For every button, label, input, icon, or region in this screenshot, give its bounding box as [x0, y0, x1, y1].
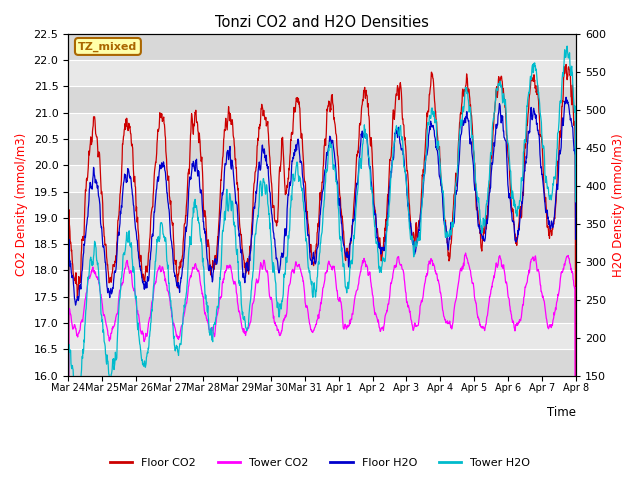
- Bar: [68, 192, 575, 218]
- Floor CO2: [234, 187, 242, 193]
- Tower H2O: [467, 108, 474, 114]
- Floor H2O: [401, 158, 408, 164]
- X-axis label: Time: Time: [547, 406, 575, 419]
- Tower CO2: [512, 322, 520, 328]
- Tower CO2: [165, 291, 173, 297]
- Bar: [68, 270, 575, 297]
- Tower H2O: [401, 164, 408, 169]
- Title: Tonzi CO2 and H2O Densities: Tonzi CO2 and H2O Densities: [215, 15, 429, 30]
- Floor CO2: [401, 132, 408, 138]
- Legend: Floor CO2, Tower CO2, Floor H2O, Tower H2O: Floor CO2, Tower CO2, Floor H2O, Tower H…: [105, 453, 535, 472]
- Floor H2O: [562, 95, 570, 100]
- Line: Floor CO2: Floor CO2: [68, 64, 575, 480]
- Text: TZ_mixed: TZ_mixed: [78, 41, 138, 51]
- Tower H2O: [64, 405, 72, 411]
- Bar: [68, 218, 575, 244]
- Y-axis label: CO2 Density (mmol/m3): CO2 Density (mmol/m3): [15, 133, 28, 276]
- Floor H2O: [165, 205, 173, 211]
- Bar: [68, 297, 575, 323]
- Floor H2O: [467, 136, 474, 142]
- Line: Tower CO2: Tower CO2: [68, 253, 575, 480]
- Bar: [68, 323, 575, 349]
- Floor CO2: [562, 61, 570, 67]
- Tower H2O: [572, 199, 579, 204]
- Bar: [68, 60, 575, 86]
- Floor CO2: [572, 416, 579, 421]
- Floor CO2: [511, 231, 519, 237]
- Tower H2O: [165, 280, 173, 286]
- Floor CO2: [165, 173, 173, 179]
- Line: Tower H2O: Tower H2O: [68, 46, 575, 408]
- Bar: [68, 165, 575, 192]
- Floor H2O: [64, 356, 72, 361]
- Tower H2O: [511, 202, 519, 207]
- Tower H2O: [563, 43, 571, 49]
- Tower CO2: [461, 250, 469, 256]
- Tower CO2: [467, 272, 475, 277]
- Y-axis label: H2O Density (mmol/m3): H2O Density (mmol/m3): [612, 133, 625, 276]
- Line: Floor H2O: Floor H2O: [68, 97, 575, 359]
- Bar: [68, 86, 575, 113]
- Bar: [68, 349, 575, 375]
- Bar: [68, 113, 575, 139]
- Tower CO2: [401, 276, 408, 282]
- Bar: [68, 34, 575, 60]
- Floor H2O: [234, 213, 242, 219]
- Floor H2O: [511, 238, 519, 243]
- Floor H2O: [177, 275, 185, 281]
- Floor H2O: [572, 236, 579, 242]
- Tower CO2: [177, 325, 185, 331]
- Tower H2O: [234, 260, 242, 265]
- Tower H2O: [177, 342, 185, 348]
- Floor CO2: [467, 102, 474, 108]
- Bar: [68, 244, 575, 270]
- Bar: [68, 139, 575, 165]
- Tower CO2: [234, 301, 242, 307]
- Floor CO2: [177, 259, 185, 265]
